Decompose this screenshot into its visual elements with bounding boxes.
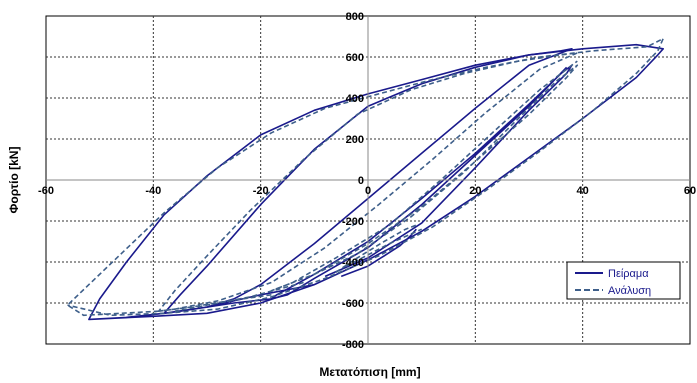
- x-tick-label: -60: [38, 185, 54, 197]
- x-axis-title: Μετατόπιση [mm]: [319, 365, 420, 379]
- ticks-layer: -60 -40 -20 0 20 40 60-800-600-400-20002004006…: [38, 11, 696, 351]
- series-layer: [66, 37, 664, 321]
- series-line: [346, 228, 423, 267]
- legend-box: [566, 261, 681, 300]
- y-tick-label: 200: [346, 134, 364, 146]
- legend-label-analysis: Ανάλυση: [608, 285, 651, 297]
- legend-label-experiment: Πείραμα: [608, 268, 649, 280]
- y-tick-label: 0: [358, 175, 364, 187]
- y-tick-label: -600: [342, 298, 364, 310]
- y-tick-label: -800: [342, 339, 364, 351]
- series-line: [270, 60, 579, 292]
- series-line: [270, 64, 573, 300]
- x-tick-label: 20: [469, 185, 481, 197]
- series-line: [174, 281, 304, 312]
- x-tick-label: 40: [577, 185, 589, 197]
- series-line: [335, 224, 417, 273]
- legend: Πείραμα Ανάλυση: [566, 261, 681, 300]
- x-tick-label: -20: [253, 185, 269, 197]
- y-tick-label: 800: [346, 11, 364, 23]
- y-tick-label: 600: [346, 52, 364, 64]
- y-tick-label: -200: [342, 216, 364, 228]
- x-tick-label: 60: [684, 185, 696, 197]
- series-line: [66, 37, 664, 317]
- y-axis-title: Φορτίο [kN]: [7, 147, 21, 214]
- y-tick-label: 400: [346, 93, 364, 105]
- x-tick-label: 0: [365, 185, 371, 197]
- y-tick-label: -400: [342, 257, 364, 269]
- x-tick-label: -40: [145, 185, 161, 197]
- axes-layer: [46, 16, 690, 344]
- series-analysis: [66, 37, 664, 317]
